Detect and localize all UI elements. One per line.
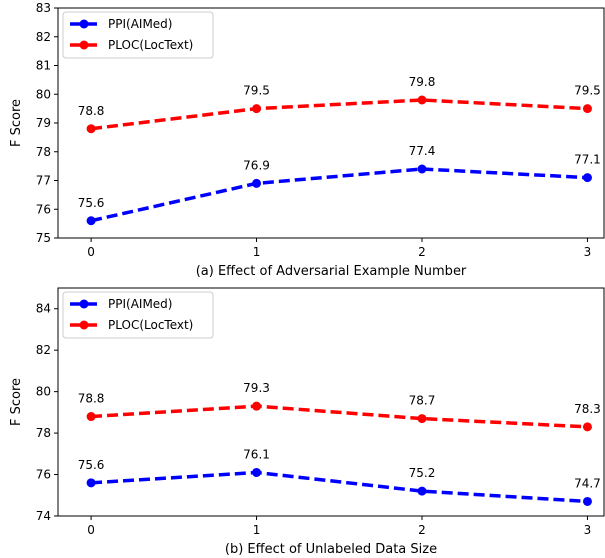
legend-label: PLOC(LocText) <box>108 38 193 52</box>
data-point <box>86 216 96 226</box>
y-axis-title: F Score <box>9 378 24 426</box>
y-tick-label: 82 <box>36 30 51 44</box>
series-ploc: 78.8 79.5 79.8 79.5 <box>78 75 601 134</box>
series-ppi: 75.6 76.1 75.2 74.7 <box>78 447 601 506</box>
data-point <box>417 486 427 496</box>
data-label: 78.8 <box>78 392 105 406</box>
legend: PPI(AIMed) PLOC(LocText) <box>62 291 214 339</box>
y-tick-label: 76 <box>36 468 51 482</box>
y-tick-label: 78 <box>36 426 51 440</box>
y-axis-title: F Score <box>9 99 24 147</box>
data-point <box>582 422 592 432</box>
data-point <box>417 164 427 174</box>
x-axis-title: (b) Effect of Unlabeled Data Size <box>225 542 437 557</box>
legend-swatch-marker <box>79 40 89 50</box>
data-label: 79.8 <box>409 75 436 89</box>
data-point <box>582 173 592 183</box>
x-tick-label: 2 <box>418 523 426 537</box>
data-point <box>417 95 427 105</box>
x-tick-label: 0 <box>87 245 95 259</box>
data-point <box>86 412 96 422</box>
data-point <box>252 178 262 188</box>
data-label: 79.5 <box>243 84 270 98</box>
y-tick-label: 80 <box>36 87 51 101</box>
data-label: 77.1 <box>574 153 601 167</box>
data-point <box>582 496 592 506</box>
chart-panel-b: 74 76 78 80 82 84 0 1 2 3 (b) Effect of Unlabeled … <box>9 287 605 557</box>
data-label: 79.5 <box>574 84 601 98</box>
data-point <box>252 401 262 411</box>
data-label: 78.8 <box>78 104 105 118</box>
legend-swatch-marker <box>79 299 89 309</box>
x-tick-label: 0 <box>87 523 95 537</box>
data-point <box>582 104 592 114</box>
data-label: 77.4 <box>409 144 436 158</box>
legend: PPI(AIMed) PLOC(LocText) <box>62 11 214 59</box>
x-tick-label: 3 <box>584 523 592 537</box>
legend-box <box>62 291 214 339</box>
data-point <box>252 467 262 477</box>
y-tick-label: 78 <box>36 145 51 159</box>
legend-label: PPI(AIMed) <box>108 297 172 311</box>
y-tick-label: 76 <box>36 202 51 216</box>
series-line <box>90 167 588 223</box>
series-line <box>90 98 588 131</box>
legend-swatch-marker <box>79 19 89 29</box>
legend-label: PPI(AIMed) <box>108 17 172 31</box>
legend-swatch-marker <box>79 320 89 330</box>
data-label: 78.7 <box>409 394 436 408</box>
x-tick-label: 1 <box>253 245 261 259</box>
x-axis-title: (a) Effect of Adversarial Example Number <box>196 264 467 279</box>
data-label: 79.3 <box>243 381 270 395</box>
series-ppi: 75.6 76.9 77.4 77.1 <box>78 144 601 226</box>
legend-box <box>62 11 214 59</box>
data-point <box>86 124 96 134</box>
y-tick-label: 77 <box>36 174 51 188</box>
data-label: 76.9 <box>243 158 270 172</box>
chart-panel-a: 75 76 77 78 79 80 81 82 83 0 1 2 3 (a) Effect of Adve… <box>9 1 605 279</box>
x-tick-label: 1 <box>253 523 261 537</box>
series-line <box>90 470 588 504</box>
data-label: 74.7 <box>574 476 601 490</box>
x-tick-label: 3 <box>584 245 592 259</box>
y-tick-label: 84 <box>36 302 51 316</box>
plot-frame <box>57 287 605 517</box>
y-tick-label: 83 <box>36 1 51 15</box>
data-point <box>417 414 427 424</box>
data-label: 75.6 <box>78 458 105 472</box>
series-ploc: 78.8 79.3 78.7 78.3 <box>78 381 601 432</box>
data-label: 76.1 <box>243 447 270 461</box>
legend-label: PLOC(LocText) <box>108 318 193 332</box>
y-tick-label: 79 <box>36 116 51 130</box>
data-point <box>86 478 96 488</box>
data-label: 78.3 <box>574 402 601 416</box>
x-tick-label: 2 <box>418 245 426 259</box>
y-tick-label: 74 <box>36 509 51 523</box>
data-label: 75.2 <box>409 466 436 480</box>
y-tick-label: 81 <box>36 59 51 73</box>
y-tick-label: 82 <box>36 343 51 357</box>
y-tick-label: 75 <box>36 231 51 245</box>
data-label: 75.6 <box>78 196 105 210</box>
y-tick-label: 80 <box>36 385 51 399</box>
data-point <box>252 104 262 114</box>
series-line <box>90 404 588 429</box>
